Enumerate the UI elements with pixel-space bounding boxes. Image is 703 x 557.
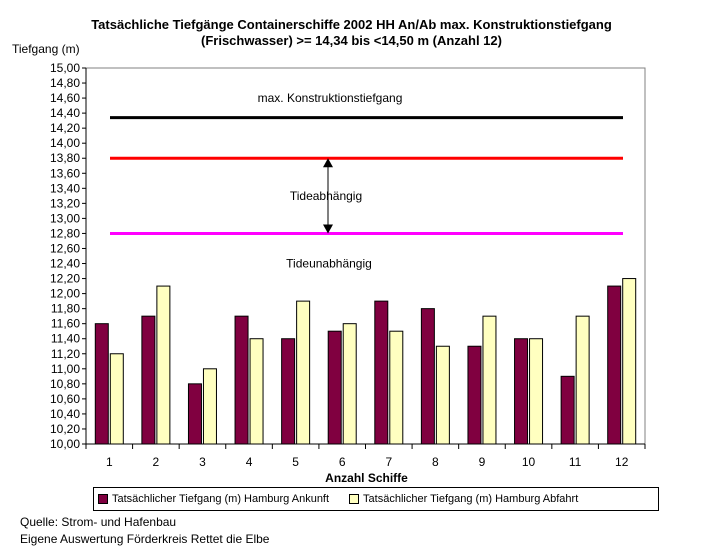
bar-abfahrt [109,353,124,445]
x-tick-label: 5 [292,455,299,469]
annotation-label: max. Konstruktionstiefgang [258,91,403,105]
y-tick-label: 12,40 [50,257,80,271]
y-tick-label: 11,20 [51,347,80,361]
y-tick-label: 11,00 [51,362,80,376]
x-tick-label: 9 [479,455,486,469]
source-line-1: Quelle: Strom- und Hafenbau [20,515,177,529]
y-tick-label: 12,60 [50,241,80,255]
bar-ankunft [420,308,435,445]
y-tick-label: 13,40 [50,181,80,195]
y-tick-label: 12,80 [50,226,80,240]
x-tick-label: 7 [385,455,392,469]
bar-ankunft [374,300,389,445]
x-tick-label: 10 [522,455,536,469]
x-tick-label: 1 [106,455,113,469]
y-axis-label: Tiefgang (m) [12,42,80,56]
bar-abfahrt [156,285,171,445]
x-axis-label: Anzahl Schiffe [325,471,408,485]
legend-swatch-ankunft [98,494,108,504]
y-tick-label: 14,40 [50,106,80,120]
y-tick-label: 11,40 [51,332,80,346]
x-tick-label: 4 [246,455,253,469]
bar-ankunft [560,375,575,445]
plot-area [85,67,646,445]
y-tick-label: 10,80 [50,377,80,391]
chart-title-line1: Tatsächliche Tiefgänge Containerschiffe … [91,17,612,32]
x-tick-label: 8 [432,455,439,469]
y-tick-label: 11,80 [51,302,80,316]
bar-abfahrt [389,330,404,445]
bar-ankunft [327,330,342,445]
bar-abfahrt [296,300,311,445]
chart-title: Tatsächliche Tiefgänge Containerschiffe … [0,17,703,49]
y-tick-label: 14,00 [50,136,80,150]
bar-abfahrt [202,368,217,445]
bar-abfahrt [435,345,450,445]
legend-label-abfahrt: Tatsächlicher Tiefgang (m) Hamburg Abfah… [363,493,579,505]
y-tick-label: 14,20 [50,121,80,135]
y-tick-label: 11,60 [51,317,80,331]
bar-abfahrt [622,278,637,445]
chart-area: 10,0010,2010,4010,6010,8011,0011,2011,40… [50,61,646,469]
legend-item-abfahrt: Tatsächlicher Tiefgang (m) Hamburg Abfah… [349,493,578,505]
y-tick-label: 10,20 [50,422,80,436]
bar-abfahrt [249,338,264,445]
bar-ankunft [187,383,202,445]
bar-ankunft [94,323,109,445]
x-tick-label: 6 [339,455,346,469]
y-tick-label: 14,60 [50,91,80,105]
bar-ankunft [281,338,296,445]
y-tick-label: 13,60 [50,166,80,180]
bar-abfahrt [529,338,544,445]
arrow-head-down [323,224,333,234]
y-tick-label: 12,00 [50,287,80,301]
chart-title-line2: (Frischwasser) >= 14,34 bis <14,50 m (An… [201,33,502,48]
bar-ankunft [467,345,482,445]
bar-abfahrt [342,323,357,445]
legend-swatch-abfahrt [349,494,360,504]
annotation-label: Tideunabhängig [286,257,372,271]
bar-abfahrt [575,315,590,445]
y-tick-label: 10,40 [50,407,80,421]
bar-ankunft [607,285,622,445]
source-line-2: Eigene Auswertung Förderkreis Rettet die… [20,532,270,546]
source-note: Quelle: Strom- und Hafenbau Eigene Auswe… [20,514,269,548]
y-tick-label: 14,80 [50,76,80,90]
legend-label-ankunft: Tatsächlicher Tiefgang (m) Hamburg Ankun… [112,493,330,505]
y-tick-label: 10,60 [50,392,80,406]
legend: Tatsächlicher Tiefgang (m) Hamburg Ankun… [93,487,659,511]
legend-item-ankunft: Tatsächlicher Tiefgang (m) Hamburg Ankun… [98,493,329,505]
y-tick-label: 12,20 [50,272,80,286]
y-tick-label: 13,80 [50,151,80,165]
x-tick-label: 11 [569,455,582,469]
arrow-head-up [323,158,333,168]
bar-abfahrt [482,315,497,445]
y-tick-label: 13,00 [50,211,80,225]
bar-ankunft [234,315,249,445]
annotation-label: Tideabhängig [290,189,362,203]
y-tick-label: 10,00 [50,437,80,451]
y-tick-label: 15,00 [50,61,80,75]
x-tick-label: 3 [199,455,206,469]
x-tick-label: 2 [153,455,160,469]
bar-ankunft [141,315,156,445]
y-tick-label: 13,20 [50,196,80,210]
bar-ankunft [514,338,529,445]
x-tick-label: 12 [615,455,629,469]
